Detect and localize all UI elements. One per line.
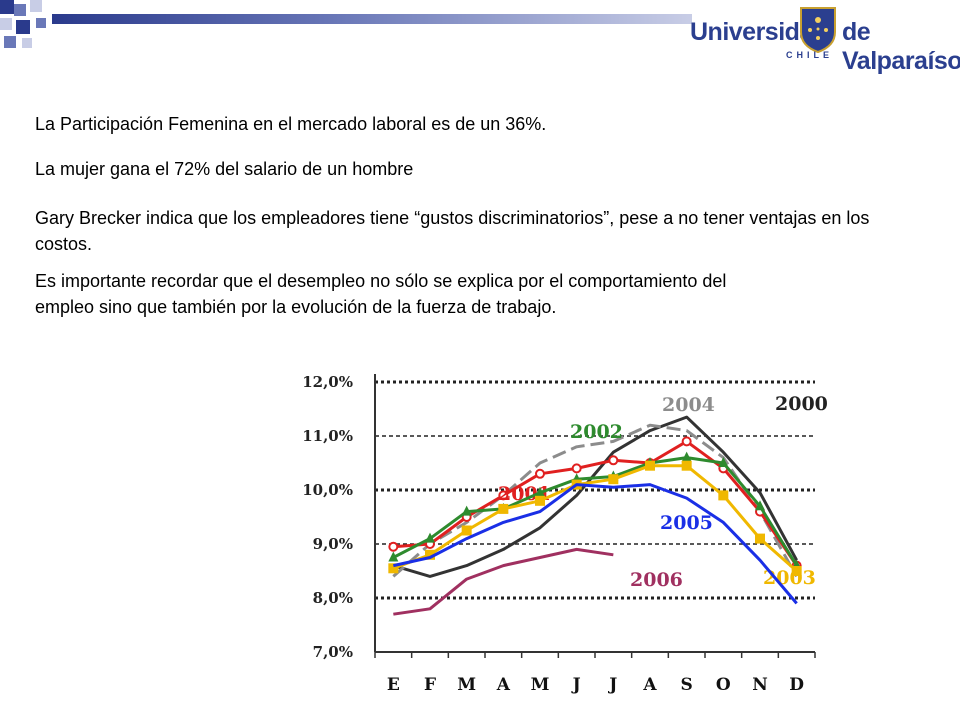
x-tick-label: J: [571, 675, 581, 695]
data-point-2001: [535, 468, 545, 479]
series-line-2003: [392, 464, 798, 573]
decor-square: [16, 20, 30, 34]
y-tick-label: 7,0%: [313, 643, 353, 661]
data-point-2002: [425, 532, 435, 543]
series-label-2003: 2003: [763, 567, 816, 589]
series-line-2006: [393, 547, 614, 616]
y-tick-label: 11,0%: [302, 427, 353, 445]
y-tick-label: 8,0%: [313, 589, 353, 607]
y-tick-label: 12,0%: [302, 373, 353, 391]
x-tick-label: M: [531, 675, 550, 695]
y-tick-label: 9,0%: [313, 535, 353, 553]
data-point-2001: [388, 541, 399, 552]
data-point-2003: [645, 460, 655, 471]
series-line-2004: [392, 423, 798, 578]
decor-square: [22, 38, 32, 48]
series-line-2002: [392, 456, 798, 567]
unemployment-line-chart: 12,0%11,0%10,0%9,0%8,0%7,0%E F M A M J J A S O N D2…: [302, 373, 828, 695]
series-line-2001: [393, 439, 798, 567]
data-point-2003: [755, 533, 765, 544]
decor-square: [36, 18, 46, 28]
decor-square: [30, 0, 42, 12]
data-point-2003: [718, 490, 729, 501]
university-logo: Universidad de Valparaíso CHILE: [690, 4, 960, 75]
decor-square: [0, 0, 14, 14]
x-tick-label: O: [716, 675, 731, 695]
x-tick-label: A: [496, 675, 511, 695]
series-label-2005: 2005: [660, 512, 713, 534]
x-tick-label: M: [457, 675, 476, 695]
series-line-2005: [393, 483, 798, 605]
x-tick-label: F: [424, 675, 436, 695]
data-point-2003: [791, 566, 802, 576]
data-point-2002: [718, 457, 729, 467]
series-label-2004: 2004: [662, 394, 715, 416]
series-label-2006: 2006: [630, 569, 683, 591]
data-point-2002: [681, 451, 692, 462]
data-point-2002: [388, 551, 399, 562]
data-point-2001: [608, 455, 619, 466]
paragraph-1: La Participación Femenina en el mercado …: [35, 114, 547, 134]
data-point-2002: [461, 505, 472, 516]
header-bar: [52, 14, 692, 24]
decor-square: [0, 18, 12, 30]
x-tick-label: D: [789, 675, 804, 695]
data-point-2001: [571, 463, 582, 474]
data-point-2002: [755, 500, 765, 511]
data-point-2002: [535, 486, 545, 497]
logo-country: CHILE: [786, 50, 833, 60]
data-point-2003: [498, 503, 509, 514]
paragraph-3: Gary Brecker indica que los empleadores …: [35, 208, 870, 254]
x-tick-label: N: [752, 675, 768, 695]
data-point-2001: [498, 490, 509, 501]
paragraph-2: La mujer gana el 72% del salario de un h…: [35, 159, 414, 179]
paragraph-4: Es importante recordar que el desempleo …: [35, 271, 727, 317]
x-tick-label: A: [642, 675, 657, 695]
y-tick-label: 10,0%: [302, 481, 353, 499]
shield-icon: [800, 7, 836, 54]
decor-square: [4, 36, 16, 48]
data-point-2001: [681, 436, 692, 447]
data-point-2003: [461, 525, 472, 536]
data-point-2003: [425, 549, 435, 560]
data-point-2003: [608, 474, 619, 485]
x-tick-label: S: [681, 675, 693, 695]
data-point-2003: [535, 495, 545, 506]
logo-name-part2: de Valparaíso: [842, 18, 960, 75]
data-point-2003: [388, 563, 399, 574]
series-label-2000: 2000: [775, 393, 828, 415]
series-label-2002: 2002: [570, 421, 623, 443]
x-tick-label: J: [607, 675, 617, 695]
series-line-2000: [392, 415, 798, 578]
data-point-2003: [681, 460, 692, 471]
decor-square: [14, 4, 26, 16]
x-tick-label: E: [387, 675, 400, 695]
